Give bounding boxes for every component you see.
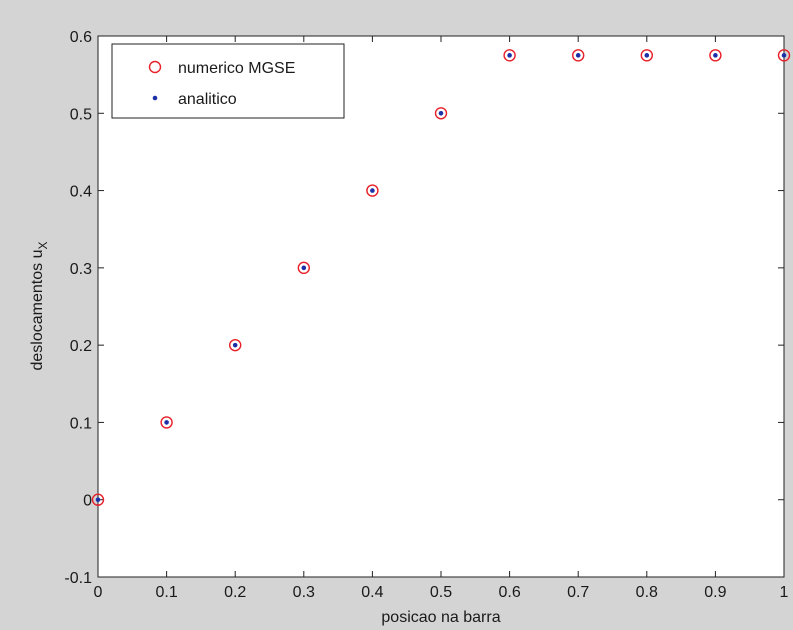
legend-marker-analitico <box>152 95 158 101</box>
x-tick-label: 1 <box>780 584 789 601</box>
y-axis-label: deslocamentos uX <box>29 242 50 371</box>
point-analitico <box>575 53 581 58</box>
x-axis-label: posicao na barra <box>381 609 500 626</box>
y-tick-label: 0 <box>83 493 92 510</box>
point-numerico-mgse <box>91 493 105 506</box>
point-numerico-mgse <box>503 49 516 62</box>
point-analitico <box>644 53 650 58</box>
x-tick-label: 0.5 <box>430 584 452 601</box>
point-numerico-mgse <box>297 261 310 275</box>
x-tick-label: 0.7 <box>567 584 589 601</box>
x-tick-label: 0.3 <box>293 584 315 601</box>
point-analitico <box>95 497 101 503</box>
point-numerico-mgse <box>777 49 791 62</box>
y-tick-label: 0.2 <box>70 338 92 355</box>
point-analitico <box>438 110 444 116</box>
data-points <box>91 49 791 506</box>
y-tick-label: 0.1 <box>70 415 92 432</box>
point-numerico-mgse <box>366 184 379 197</box>
plot-area <box>97 35 785 578</box>
point-analitico <box>781 53 787 58</box>
y-axis-label-subscript: X <box>36 242 50 250</box>
x-tick-label: 0.8 <box>636 584 658 601</box>
y-tick-label: -0.1 <box>64 570 92 587</box>
x-tick-label: 0.6 <box>498 584 520 601</box>
point-numerico-mgse <box>160 416 173 429</box>
point-numerico-mgse <box>709 49 722 62</box>
x-tick-label: 0 <box>94 584 103 601</box>
legend-label-numerico: numerico MGSE <box>178 60 295 77</box>
legend-label-analitico: analitico <box>178 91 237 108</box>
point-analitico <box>713 53 718 58</box>
point-numerico-mgse <box>228 338 242 352</box>
point-analitico <box>301 265 307 271</box>
x-tick-label: 0.2 <box>224 584 246 601</box>
legend-marker-numerico <box>148 60 162 74</box>
legend-box <box>111 43 345 119</box>
point-numerico-mgse <box>640 49 653 62</box>
y-tick-label: 0.6 <box>70 29 92 46</box>
x-tick-label: 0.9 <box>704 584 726 601</box>
point-analitico <box>507 53 512 58</box>
x-tick-label: 0.1 <box>155 584 177 601</box>
axis-ticks: 0 0.1 0.2 0.3 0.4 0.5 0.6 0.7 0.8 0.9 1-0.100.10.2… <box>64 29 788 601</box>
y-tick-label: 0.4 <box>70 184 92 201</box>
point-numerico-mgse <box>572 49 585 62</box>
legend: numerico MGSE analitico <box>111 43 345 119</box>
point-analitico <box>164 420 169 425</box>
point-analitico <box>232 342 238 348</box>
point-analitico <box>370 188 375 193</box>
point-numerico-mgse <box>434 107 448 120</box>
x-tick-label: 0.4 <box>361 584 383 601</box>
y-tick-label: 0.5 <box>70 106 92 123</box>
y-tick-label: 0.3 <box>70 261 92 278</box>
y-axis-label-main: deslocamentos u <box>29 250 46 371</box>
